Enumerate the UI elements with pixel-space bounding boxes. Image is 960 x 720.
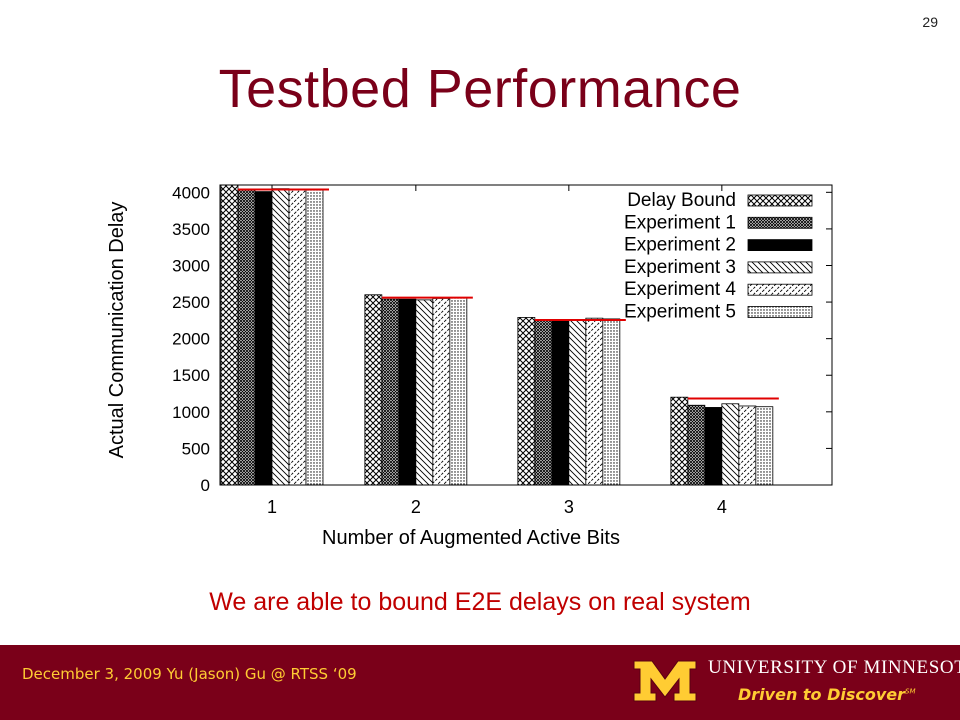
bar-experiment-2-cat-3	[551, 320, 570, 486]
page-title: Testbed Performance	[218, 59, 742, 119]
y-tick-label: 3000	[172, 256, 210, 275]
bar-experiment-5-cat-1	[305, 189, 324, 486]
legend-label: Experiment 4	[624, 279, 736, 300]
bar-delay-bound-cat-3	[517, 317, 536, 486]
legend-label: Experiment 2	[624, 235, 736, 256]
y-tick-label: 1500	[172, 366, 210, 385]
footer-text: December 3, 2009 Yu (Jason) Gu @ RTSS ‘0…	[22, 665, 357, 683]
slide-number: 29	[922, 14, 938, 30]
legend-swatch-delay-bound	[747, 194, 813, 207]
x-tick-label: 3	[564, 497, 574, 517]
x-axis-label: Number of Augmented Active Bits	[322, 527, 620, 549]
bar-experiment-1-cat-3	[534, 319, 553, 486]
bar-experiment-1-cat-4	[687, 404, 706, 486]
footer: December 3, 2009 Yu (Jason) Gu @ RTSS ‘0…	[0, 645, 960, 720]
bar-delay-bound-cat-4	[670, 396, 689, 486]
legend-label: Experiment 1	[624, 212, 736, 233]
y-tick-label: 500	[182, 439, 210, 458]
bar-delay-bound-cat-2	[364, 294, 383, 486]
university-name: UNIVERSITY OF MINNESOTA	[708, 657, 960, 678]
bar-experiment-1-cat-2	[381, 298, 400, 486]
y-tick-label: 4000	[172, 183, 210, 202]
y-axis-label: Actual Communication Delay	[106, 202, 128, 459]
legend-label: Experiment 5	[624, 302, 736, 323]
y-tick-label: 2500	[172, 293, 210, 312]
tagline-text: Driven to Discover	[738, 685, 906, 704]
bar-experiment-5-cat-4	[755, 406, 774, 486]
legend-label: Experiment 3	[624, 257, 736, 278]
y-axis: 0 500 1000 1500 2000 2500 3000 3500 4000	[172, 183, 832, 495]
bar-chart: 0 500 1000 1500 2000 2500 3000 3500 4000 1 2 3 4 De…	[106, 183, 833, 549]
x-tick-label: 4	[717, 497, 727, 517]
x-tick-label: 1	[267, 497, 277, 517]
bar-experiment-2-cat-1	[254, 191, 273, 486]
y-tick-label: 3500	[172, 220, 210, 239]
y-tick-label: 2000	[172, 330, 210, 349]
bar-experiment-2-cat-4	[704, 407, 723, 486]
bar-experiment-4-cat-2	[432, 298, 451, 486]
bar-experiment-4-cat-4	[738, 405, 757, 486]
bar-experiment-3-cat-2	[415, 299, 434, 486]
plot-frame	[219, 184, 833, 486]
tagline: Driven to DiscoverSM	[738, 685, 916, 704]
bar-experiment-5-cat-2	[449, 297, 468, 486]
legend-swatch-experiment-3	[747, 261, 813, 274]
university-m-logo-icon	[633, 660, 697, 702]
legend-label: Delay Bound	[627, 190, 736, 211]
bar-experiment-3-cat-1	[271, 188, 290, 486]
y-tick-label: 0	[201, 476, 210, 495]
bar-experiment-5-cat-3	[602, 318, 621, 486]
bar-experiment-4-cat-1	[288, 188, 307, 486]
legend-swatch-experiment-5	[747, 306, 813, 318]
legend-swatch-experiment-4	[747, 283, 813, 296]
x-tick-label: 2	[411, 497, 421, 517]
bound-lines	[238, 188, 779, 400]
bar-experiment-4-cat-3	[585, 317, 604, 486]
y-tick-label: 1000	[172, 403, 210, 422]
bar-experiment-3-cat-4	[721, 403, 740, 486]
bar-experiment-2-cat-2	[398, 298, 417, 486]
bar-experiment-1-cat-1	[237, 189, 256, 486]
service-mark: SM	[905, 687, 916, 696]
bar-experiment-3-cat-3	[568, 319, 587, 486]
legend-swatch-experiment-2	[747, 239, 813, 251]
legend-swatch-experiment-1	[747, 216, 813, 229]
caption: We are able to bound E2E delays on real …	[209, 588, 751, 616]
bar-delay-bound-cat-1	[220, 184, 239, 486]
bars	[220, 184, 774, 486]
